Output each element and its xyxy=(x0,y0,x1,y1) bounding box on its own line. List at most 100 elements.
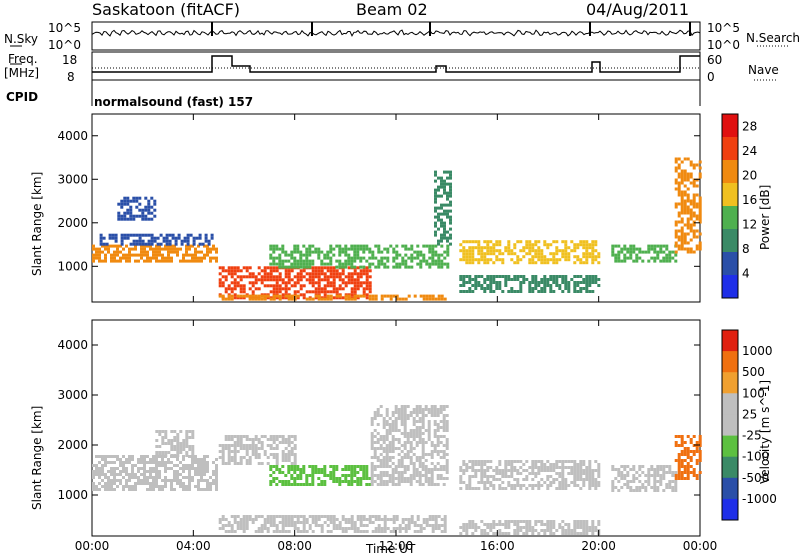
power-data-cell xyxy=(591,261,595,265)
power-data-cell xyxy=(468,290,472,293)
power-data-cell xyxy=(248,275,252,279)
velocity-data-cell xyxy=(95,473,98,476)
velocity-data-cell xyxy=(400,408,404,411)
velocity-data-cell xyxy=(373,465,377,468)
velocity-data-cell xyxy=(443,521,447,524)
velocity-data-cell xyxy=(412,420,416,423)
power-data-cell xyxy=(549,252,553,256)
velocity-data-cell xyxy=(474,469,478,472)
velocity-data-cell xyxy=(382,450,386,453)
velocity-data-cell xyxy=(486,475,490,478)
velocity-data-cell xyxy=(582,463,586,466)
velocity-data-cell xyxy=(110,470,113,473)
power-data-cell xyxy=(275,275,279,279)
velocity-data-cell xyxy=(525,529,529,532)
power-data-cell xyxy=(147,233,151,237)
power-data-cell xyxy=(495,284,499,287)
power-data-cell xyxy=(462,255,466,259)
velocity-data-cell xyxy=(239,462,243,465)
velocity-data-cell xyxy=(173,436,177,439)
power-data-cell xyxy=(434,200,437,204)
power-data-cell xyxy=(335,275,339,279)
velocity-data-cell xyxy=(573,466,577,469)
velocity-data-cell xyxy=(382,438,386,441)
power-data-cell xyxy=(591,278,595,281)
power-data-cell xyxy=(305,272,309,276)
power-data-cell xyxy=(278,259,282,263)
power-data-cell xyxy=(323,262,327,266)
velocity-data-cell xyxy=(320,483,324,486)
power-data-cell xyxy=(459,258,463,262)
velocity-data-cell xyxy=(248,438,252,441)
velocity-data-cell xyxy=(385,462,389,465)
power-colorbar-tick-label: 4 xyxy=(742,266,750,280)
velocity-data-cell xyxy=(421,444,425,447)
velocity-data-cell xyxy=(597,475,601,478)
power-data-cell xyxy=(576,284,580,287)
freq-panel-frame xyxy=(91,51,701,81)
power-data-cell xyxy=(549,284,553,287)
power-data-cell xyxy=(468,246,472,250)
velocity-data-cell xyxy=(164,436,168,439)
velocity-data-cell xyxy=(215,479,218,482)
power-data-cell xyxy=(92,247,95,251)
power-data-cell xyxy=(677,235,681,239)
velocity-data-cell xyxy=(140,458,143,461)
velocity-data-cell xyxy=(293,447,297,450)
power-data-cell xyxy=(695,178,699,182)
power-data-cell xyxy=(134,253,137,257)
velocity-data-cell xyxy=(445,453,449,456)
velocity-data-cell xyxy=(263,524,267,527)
power-data-cell xyxy=(254,275,258,279)
power-data-cell xyxy=(167,244,170,248)
velocity-data-cell xyxy=(588,466,592,469)
power-data-cell xyxy=(513,246,517,250)
velocity-data-cell xyxy=(465,526,469,529)
power-data-cell xyxy=(680,232,684,236)
power-data-cell xyxy=(534,261,538,265)
velocity-data-cell xyxy=(653,486,657,489)
velocity-data-cell xyxy=(397,474,401,477)
power-data-cell xyxy=(152,256,155,260)
velocity-y-tick-label: 2000 xyxy=(57,438,88,452)
velocity-data-cell xyxy=(101,458,104,461)
velocity-data-cell xyxy=(483,523,487,526)
velocity-data-cell xyxy=(459,475,463,478)
velocity-data-cell xyxy=(403,471,407,474)
power-data-cell xyxy=(392,250,396,254)
velocity-data-cell xyxy=(191,454,195,457)
power-data-cell xyxy=(504,246,508,250)
power-data-cell xyxy=(293,262,297,266)
power-data-cell xyxy=(650,256,654,260)
power-data-cell xyxy=(395,244,399,248)
power-data-cell xyxy=(519,249,523,253)
velocity-data-cell xyxy=(122,455,125,458)
velocity-data-cell xyxy=(564,466,568,469)
power-data-cell xyxy=(546,246,550,250)
power-data-cell xyxy=(107,244,110,248)
velocity-data-cell xyxy=(311,474,315,477)
power-data-cell xyxy=(591,275,595,278)
velocity-data-cell xyxy=(413,521,417,524)
velocity-data-cell xyxy=(445,447,449,450)
power-data-cell xyxy=(431,244,435,248)
velocity-data-cell xyxy=(391,471,395,474)
velocity-data-cell xyxy=(370,471,374,474)
power-data-cell xyxy=(141,208,145,212)
velocity-data-cell xyxy=(281,527,285,530)
velocity-data-cell xyxy=(392,515,396,518)
power-data-cell xyxy=(168,239,172,243)
power-data-cell xyxy=(260,275,264,279)
velocity-data-cell xyxy=(689,456,693,459)
power-data-cell xyxy=(350,293,354,297)
velocity-data-cell xyxy=(359,515,363,518)
velocity-data-cell xyxy=(143,470,146,473)
velocity-data-cell xyxy=(431,527,435,530)
velocity-data-cell xyxy=(185,476,188,479)
velocity-data-cell xyxy=(356,483,360,486)
velocity-data-cell xyxy=(203,488,206,491)
power-data-cell xyxy=(275,287,279,291)
x-tick-label: 04:00 xyxy=(176,539,211,553)
power-data-cell xyxy=(501,290,505,293)
power-data-cell xyxy=(326,266,330,270)
